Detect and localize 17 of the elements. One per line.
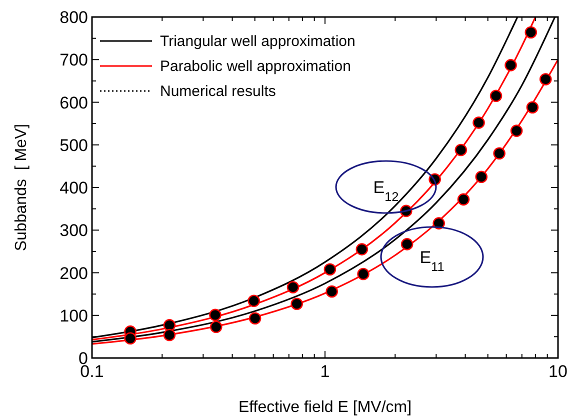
legend-label: Triangular well approximation	[160, 33, 356, 50]
legend-label: Numerical results	[160, 83, 276, 100]
y-tick-label: 600	[60, 93, 88, 112]
y-tick-label: 300	[60, 221, 88, 240]
x-tick-label: 10	[548, 362, 568, 381]
legend-label: Parabolic well approximation	[160, 58, 351, 75]
y-tick-label: 500	[60, 136, 88, 155]
x-tick-label: 1	[320, 362, 330, 381]
y-tick-label: 200	[60, 264, 88, 283]
annotation: E$_{12}$	[373, 178, 399, 204]
x-axis-title: Effective field E [MV/cm]	[238, 399, 412, 416]
y-tick-label: 400	[60, 178, 88, 198]
annotation: E$_{11}$	[420, 248, 444, 274]
y-tick-label: 800	[60, 8, 88, 27]
y-tick-label: 700	[60, 50, 88, 70]
y-tick-label: 100	[60, 306, 88, 326]
y-axis-title: Subbands [ MeV]	[13, 124, 30, 252]
